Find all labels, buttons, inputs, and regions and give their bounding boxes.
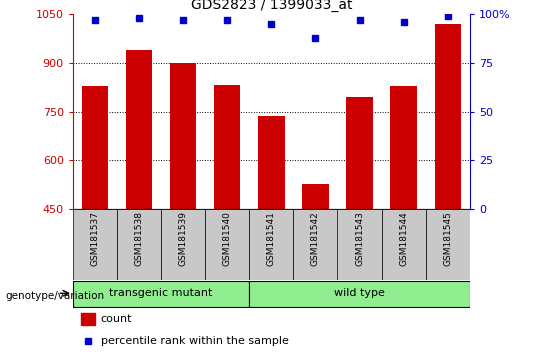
Text: GSM181541: GSM181541 — [267, 211, 276, 266]
Title: GDS2823 / 1399033_at: GDS2823 / 1399033_at — [191, 0, 352, 12]
Bar — [435, 24, 461, 209]
Text: transgenic mutant: transgenic mutant — [110, 288, 213, 298]
Text: wild type: wild type — [334, 288, 385, 298]
Bar — [338, 209, 382, 280]
Bar — [73, 281, 249, 307]
Bar — [214, 85, 240, 209]
Text: genotype/variation: genotype/variation — [5, 291, 105, 301]
Bar — [249, 281, 470, 307]
Bar — [382, 209, 426, 280]
Bar — [249, 209, 293, 280]
Text: GSM181542: GSM181542 — [311, 211, 320, 266]
Text: GSM181539: GSM181539 — [179, 211, 188, 266]
Bar — [170, 63, 197, 209]
Bar — [302, 183, 329, 209]
Text: count: count — [100, 314, 132, 324]
Bar — [293, 209, 338, 280]
Bar — [126, 50, 152, 209]
Bar — [426, 209, 470, 280]
Bar — [73, 209, 117, 280]
Bar — [117, 209, 161, 280]
Bar — [205, 209, 249, 280]
Bar — [161, 209, 205, 280]
Bar — [258, 116, 285, 209]
Text: GSM181544: GSM181544 — [399, 211, 408, 266]
Text: GSM181537: GSM181537 — [91, 211, 99, 266]
Bar — [81, 313, 94, 325]
Bar — [346, 97, 373, 209]
Bar — [390, 86, 417, 209]
Bar — [82, 86, 108, 209]
Text: GSM181538: GSM181538 — [134, 211, 144, 266]
Text: GSM181540: GSM181540 — [223, 211, 232, 266]
Text: percentile rank within the sample: percentile rank within the sample — [100, 336, 288, 346]
Text: GSM181543: GSM181543 — [355, 211, 364, 266]
Text: GSM181545: GSM181545 — [443, 211, 452, 266]
